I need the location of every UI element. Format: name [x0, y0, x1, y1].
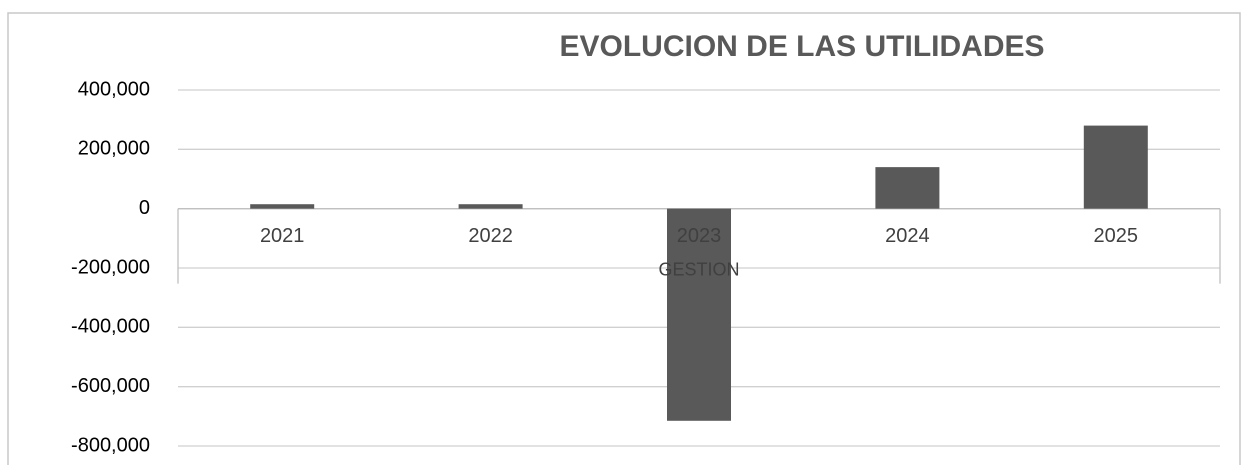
- y-tick-label: 0: [139, 197, 150, 219]
- chart-title: EVOLUCION DE LAS UTILIDADES: [559, 30, 1044, 63]
- y-tick-label: 400,000: [78, 78, 150, 100]
- y-tick-label: -400,000: [71, 316, 150, 338]
- x-tick-label: 2024: [885, 225, 930, 247]
- x-tick-label: 2022: [468, 225, 513, 247]
- bar: [1083, 125, 1148, 209]
- y-tick-label: -200,000: [71, 256, 150, 278]
- chart-frame: [7, 12, 1241, 465]
- bar: [667, 208, 731, 421]
- y-tick-label: -800,000: [71, 434, 150, 456]
- y-tick-label: -600,000: [71, 375, 150, 397]
- bar: [250, 204, 315, 209]
- x-axis-label: GESTION: [658, 259, 739, 279]
- y-tick-label: 200,000: [78, 138, 150, 160]
- bar: [875, 167, 940, 209]
- x-tick-label: 2025: [1094, 225, 1139, 247]
- x-tick-label: 2023: [677, 225, 722, 247]
- bar: [458, 204, 523, 209]
- x-tick-label: 2021: [260, 225, 305, 247]
